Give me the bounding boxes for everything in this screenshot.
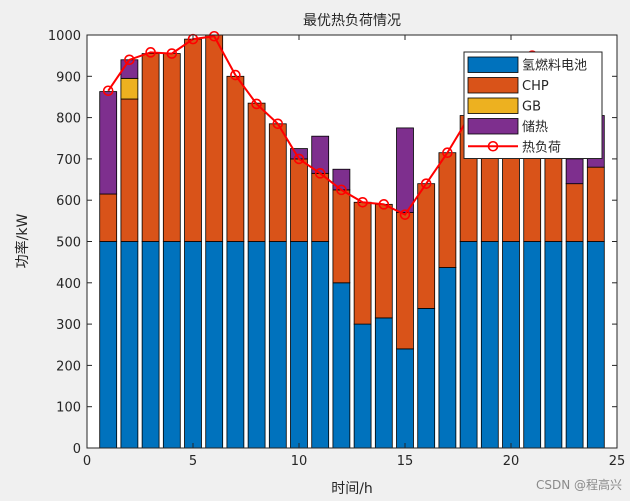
bar-1-12: [332, 189, 351, 284]
load-marker-2: [124, 54, 135, 66]
bar-0-7: [226, 241, 245, 449]
x-tick-label-3: 15: [397, 454, 414, 469]
load-marker-1: [102, 85, 114, 97]
y-tick-label-8: 800: [56, 112, 81, 127]
x-tick-label-2: 10: [291, 454, 308, 469]
y-tick-label-6: 600: [56, 194, 81, 209]
load-marker-3: [145, 47, 156, 58]
bar-1-13: [353, 201, 372, 325]
load-marker-6: [208, 30, 220, 42]
bar-1-15: [396, 212, 414, 350]
load-marker-8: [251, 98, 262, 110]
bar-1-3: [141, 53, 160, 242]
bar-1-4: [162, 53, 181, 242]
load-marker-17: [442, 147, 453, 159]
bar-0-21: [523, 241, 542, 449]
bar-0-13: [353, 323, 372, 449]
legend-line-marker: [487, 140, 499, 152]
bar-0-16: [417, 308, 436, 449]
bar-0-4: [162, 241, 181, 449]
load-marker-9: [272, 118, 284, 130]
y-tick-label-5: 500: [56, 236, 81, 251]
bar-0-2: [120, 241, 139, 449]
load-marker-12: [336, 184, 347, 196]
y-tick-label-7: 700: [56, 153, 81, 168]
bar-0-19: [480, 241, 499, 449]
legend-label-line: 热负荷: [522, 140, 561, 155]
x-tick-label-5: 25: [609, 454, 626, 469]
x-axis-label: 时间/h: [331, 481, 373, 497]
y-tick-label-10: 1000: [48, 29, 81, 44]
y-tick-label-0: 0: [73, 442, 81, 457]
bar-1-10: [290, 158, 308, 242]
bar-0-17: [438, 267, 457, 449]
bar-0-18: [459, 241, 478, 449]
watermark: CSDN @程高兴: [535, 478, 622, 492]
bar-0-11: [311, 241, 330, 449]
bar-1-1: [99, 193, 118, 242]
legend-label-3: 储热: [522, 120, 548, 135]
y-axis-label: 功率/kW: [14, 214, 31, 269]
legend-label-1: CHP: [522, 79, 549, 94]
x-tick-label-1: 5: [189, 454, 197, 469]
bar-0-3: [141, 241, 160, 449]
bar-1-14: [374, 203, 393, 319]
bar-0-6: [205, 241, 224, 449]
y-tick-label-9: 900: [56, 70, 81, 85]
y-tick-label-2: 200: [56, 359, 81, 374]
legend-label-0: 氢燃料电池: [522, 58, 587, 74]
bar-0-22: [544, 241, 563, 449]
y-tick-label-4: 400: [56, 277, 81, 292]
bar-0-23: [565, 241, 584, 449]
load-marker-15: [399, 209, 411, 220]
load-marker-7: [230, 69, 241, 81]
bar-0-15: [396, 348, 414, 449]
bar-3-11: [311, 135, 330, 174]
bar-0-24: [586, 241, 605, 449]
legend-swatch-2: [467, 97, 519, 114]
bar-0-10: [290, 241, 308, 449]
bar-1-11: [311, 172, 330, 242]
bar-3-15: [396, 127, 414, 213]
bar-1-16: [417, 183, 436, 309]
x-tick-label-0: 0: [83, 454, 91, 469]
y-tick-label-1: 100: [56, 401, 81, 416]
bar-0-9: [268, 241, 287, 449]
bar-1-6: [205, 34, 224, 242]
bar-1-9: [268, 123, 287, 242]
bar-1-7: [226, 75, 245, 242]
load-marker-13: [357, 196, 368, 208]
legend-swatch-0: [467, 56, 519, 73]
load-marker-14: [378, 199, 390, 210]
bar-2-2: [120, 77, 139, 100]
bar-3-23: [565, 158, 584, 185]
bar-3-1: [99, 91, 118, 195]
bar-0-1: [99, 241, 118, 449]
x-tick-label-4: 20: [503, 454, 520, 469]
load-marker-16: [420, 178, 432, 189]
bar-1-8: [247, 102, 266, 242]
legend-swatch-3: [467, 118, 519, 135]
load-marker-11: [314, 168, 326, 179]
load-marker-10: [293, 153, 305, 165]
bar-3-12: [332, 168, 351, 191]
legend-swatch-1: [467, 77, 519, 94]
bar-1-2: [120, 98, 139, 242]
chart-title: 最优热负荷情况: [303, 13, 401, 29]
ticks-layer: 0 5 10 15 20 25 0 100 200 300 400 500 600 700 800 900 10…: [48, 29, 625, 469]
bar-0-14: [374, 317, 393, 449]
bar-0-8: [247, 241, 266, 449]
bar-1-23: [565, 183, 584, 242]
bar-0-5: [184, 241, 202, 449]
bar-1-24: [586, 166, 605, 242]
bar-1-5: [184, 38, 202, 242]
bar-0-12: [332, 282, 351, 449]
bar-1-17: [438, 152, 457, 268]
y-tick-label-3: 300: [56, 318, 81, 333]
legend-label-2: GB: [522, 100, 541, 115]
bar-0-20: [502, 241, 520, 449]
load-marker-4: [166, 48, 178, 59]
